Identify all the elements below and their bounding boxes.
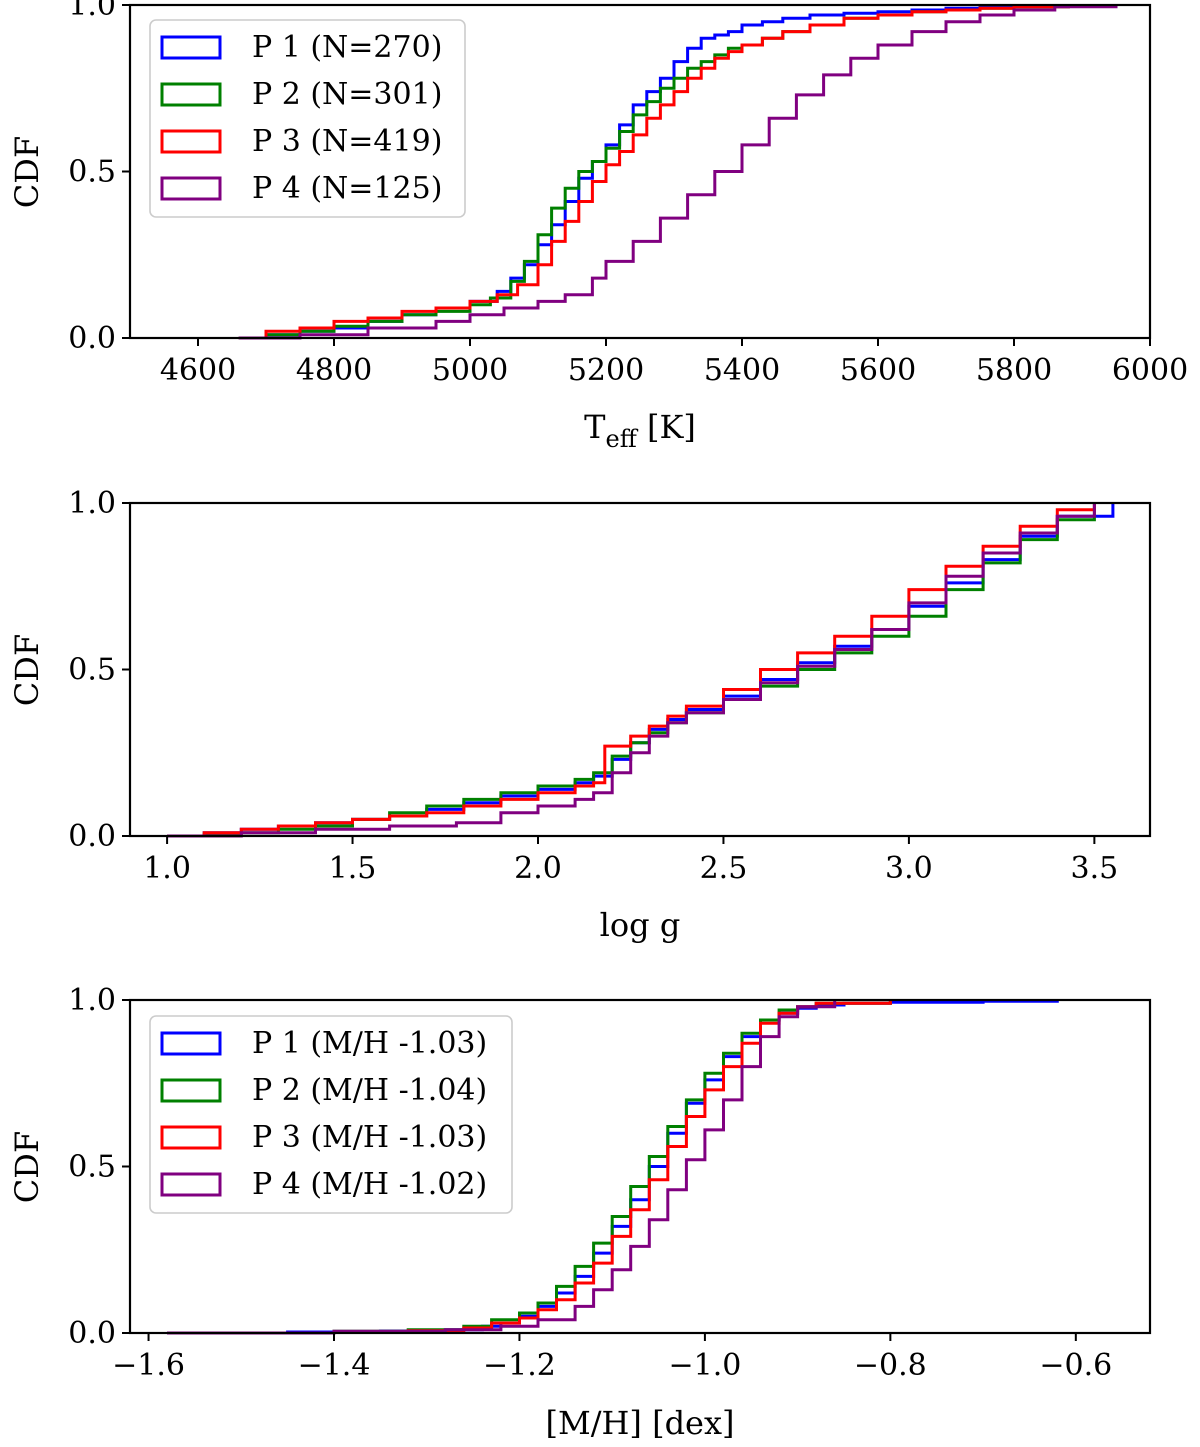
mh-legend-swatch-p3 <box>160 1125 222 1150</box>
teff-ytick-label: 1.0 <box>68 0 116 23</box>
teff-xtick-label: 5000 <box>432 353 508 388</box>
mh-y-ticks: 0.0 0.5 1.0 <box>68 983 130 1351</box>
teff-y-ticks: 0.0 0.5 1.0 <box>68 0 130 356</box>
logg-x-ticks: 1.0 1.5 2.0 2.5 3.0 3.5 <box>143 836 1118 886</box>
teff-xtick-label: 5600 <box>840 353 916 388</box>
teff-xtick-label: 4800 <box>296 353 372 388</box>
mh-ytick-label: 1.0 <box>68 983 116 1018</box>
teff-xtick-label: 5800 <box>976 353 1052 388</box>
mh-xtick-label: −1.6 <box>112 1348 185 1383</box>
mh-ytick-label: 0.0 <box>68 1316 116 1351</box>
logg-ytick-label: 0.0 <box>68 819 116 854</box>
logg-xtick-label: 2.0 <box>514 851 562 886</box>
logg-xtick-label: 2.5 <box>700 851 748 886</box>
teff-xtick-label: 5400 <box>704 353 780 388</box>
teff-xlabel: Teff [K] <box>584 408 696 453</box>
teff-series-p4 <box>238 5 1118 340</box>
mh-legend: P 1 (M/H -1.03) P 2 (M/H -1.04) P 3 (M/H… <box>149 1015 513 1214</box>
logg-y-ticks: 0.0 0.5 1.0 <box>68 486 130 854</box>
teff-xtick-label: 6000 <box>1112 353 1188 388</box>
teff-legend-label-p1: P 1 (N=270) <box>252 30 442 65</box>
teff-legend-label-p4: P 4 (N=125) <box>252 171 442 206</box>
mh-legend-label-p3: P 3 (M/H -1.03) <box>252 1120 487 1155</box>
teff-xlabel-tail: [K] <box>637 408 696 446</box>
teff-xlabel-main: T <box>584 408 606 446</box>
mh-ytick-label: 0.5 <box>68 1150 116 1185</box>
logg-series-p4 <box>167 503 1096 838</box>
logg-series-p1 <box>167 503 1115 838</box>
teff-legend: P 1 (N=270) P 2 (N=301) P 3 (N=419) P 4 … <box>149 19 466 218</box>
mh-xtick-label: −0.6 <box>1039 1348 1112 1383</box>
mh-xtick-label: −1.0 <box>668 1348 741 1383</box>
logg-xtick-label: 1.5 <box>329 851 377 886</box>
panel-teff: 4600 4800 5000 5200 5400 5600 5800 6000 0.0 0.5 1… <box>8 0 1188 453</box>
teff-xtick-label: 5200 <box>568 353 644 388</box>
mh-ylabel: CDF <box>8 1131 46 1203</box>
logg-ytick-label: 0.5 <box>68 653 116 688</box>
mh-xtick-label: −1.2 <box>483 1348 556 1383</box>
logg-ytick-label: 1.0 <box>68 486 116 521</box>
teff-legend-swatch-p4 <box>160 176 222 201</box>
logg-series-p3 <box>167 503 1096 838</box>
teff-ylabel: CDF <box>8 136 46 208</box>
teff-legend-label-p3: P 3 (N=419) <box>252 124 442 159</box>
teff-legend-swatch-p3 <box>160 129 222 154</box>
teff-series-p3 <box>238 5 1070 340</box>
logg-xlabel: log g <box>600 906 681 944</box>
teff-legend-label-p2: P 2 (N=301) <box>252 77 442 112</box>
mh-xtick-label: −0.8 <box>854 1348 927 1383</box>
panel-mh: −1.6 −1.4 −1.2 −1.0 −0.8 −0.6 0.0 0.5 1.0 CDF [… <box>8 983 1152 1442</box>
logg-xtick-label: 3.5 <box>1071 851 1119 886</box>
logg-series-group <box>167 503 1115 838</box>
mh-series-p4 <box>167 1000 837 1335</box>
mh-legend-box <box>149 1015 513 1214</box>
teff-xtick-label: 4600 <box>160 353 236 388</box>
mh-series-p3 <box>241 1000 892 1335</box>
mh-legend-label-p2: P 2 (M/H -1.04) <box>252 1073 487 1108</box>
panel-logg: 1.0 1.5 2.0 2.5 3.0 3.5 0.0 0.5 1.0 CDF log g <box>8 486 1152 944</box>
teff-legend-swatch-p2 <box>160 82 222 107</box>
mh-legend-label-p4: P 4 (M/H -1.02) <box>252 1167 487 1202</box>
teff-series-group <box>238 4 1118 340</box>
mh-series-group <box>167 999 1059 1335</box>
logg-xtick-label: 1.0 <box>143 851 191 886</box>
teff-xlabel-sub: eff <box>606 425 639 453</box>
mh-xtick-label: −1.4 <box>298 1348 371 1383</box>
mh-legend-swatch-p1 <box>160 1031 222 1056</box>
logg-series-p2 <box>167 503 1096 838</box>
teff-ytick-label: 0.0 <box>68 321 116 356</box>
mh-x-ticks: −1.6 −1.4 −1.2 −1.0 −0.8 −0.6 <box>112 1333 1112 1383</box>
teff-legend-box <box>149 19 466 218</box>
teff-x-ticks: 4600 4800 5000 5200 5400 5600 5800 6000 <box>160 338 1188 388</box>
mh-xlabel: [M/H] [dex] <box>545 1404 734 1442</box>
mh-legend-swatch-p2 <box>160 1078 222 1103</box>
teff-legend-swatch-p1 <box>160 35 222 60</box>
teff-ytick-label: 0.5 <box>68 155 116 190</box>
mh-legend-label-p1: P 1 (M/H -1.03) <box>252 1026 487 1061</box>
logg-ylabel: CDF <box>8 634 46 706</box>
logg-xtick-label: 3.0 <box>885 851 933 886</box>
mh-legend-swatch-p4 <box>160 1172 222 1197</box>
